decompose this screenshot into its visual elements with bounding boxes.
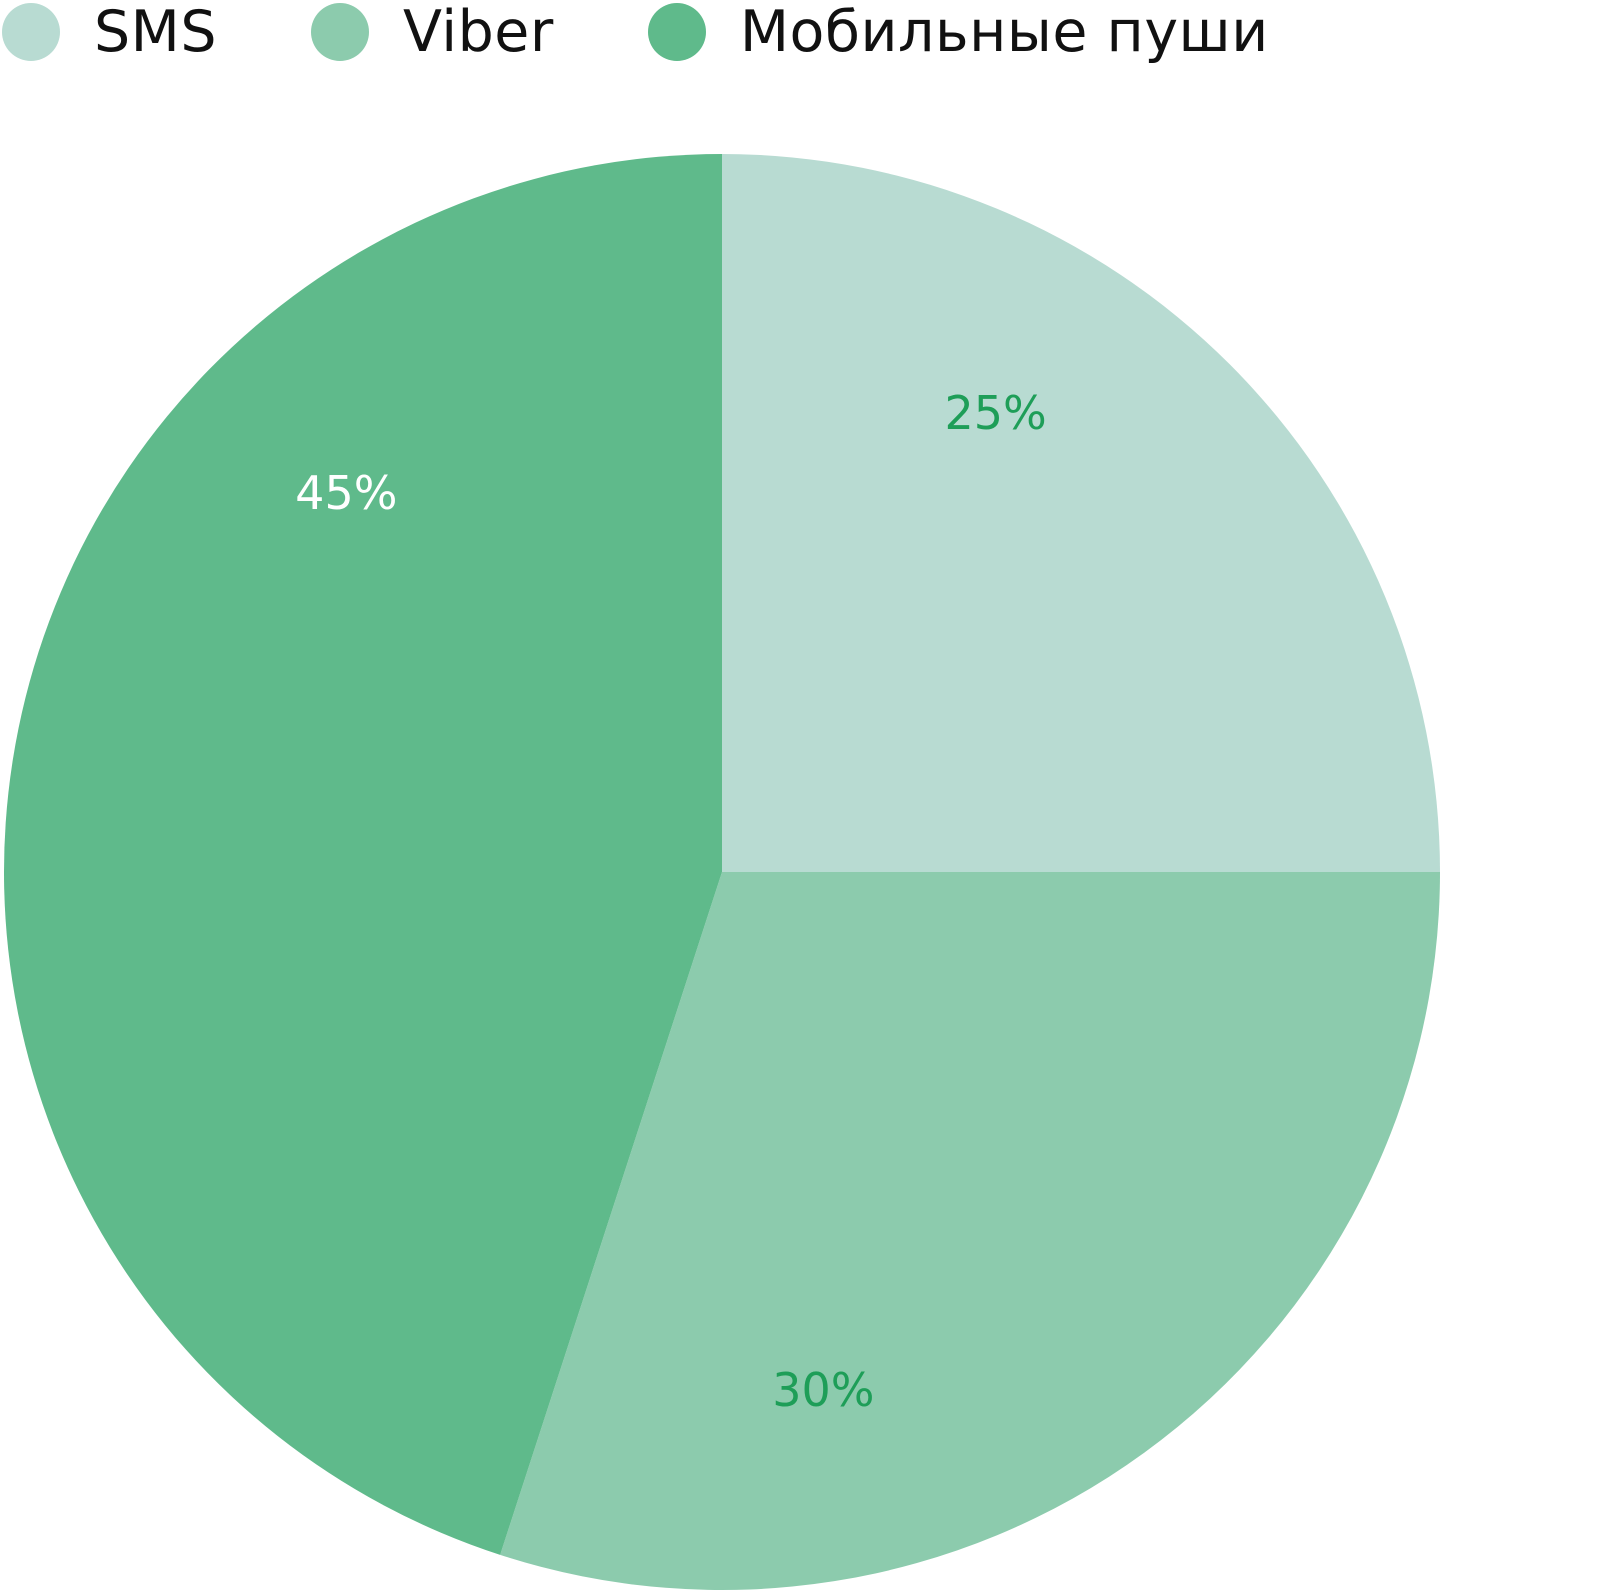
slice-value-label-viber: 30%: [772, 1363, 874, 1417]
legend-item-sms: SMS: [0, 3, 217, 61]
legend-label-sms: SMS: [94, 0, 218, 65]
legend-swatch-sms: [2, 3, 60, 61]
legend-item-mobile-push: Мобильные пуши: [646, 3, 1269, 61]
slice-value-label-sms: 25%: [945, 386, 1047, 440]
pie-slice-viber: [500, 872, 1440, 1590]
legend-swatch-viber: [311, 3, 370, 61]
pie-slice-sms: [722, 154, 1440, 872]
legend-label-viber: Viber: [403, 0, 554, 65]
pie-slice-mobile-push: [4, 154, 723, 1555]
legend-swatch-mobile-push: [647, 3, 706, 61]
legend-label-mobile-push: Мобильные пуши: [739, 0, 1269, 65]
chart-legend: SMS Viber Мобильные пуши: [0, 0, 1361, 64]
legend-item-viber: Viber: [309, 3, 554, 61]
slice-value-label-mobile-push: 45%: [295, 466, 397, 520]
